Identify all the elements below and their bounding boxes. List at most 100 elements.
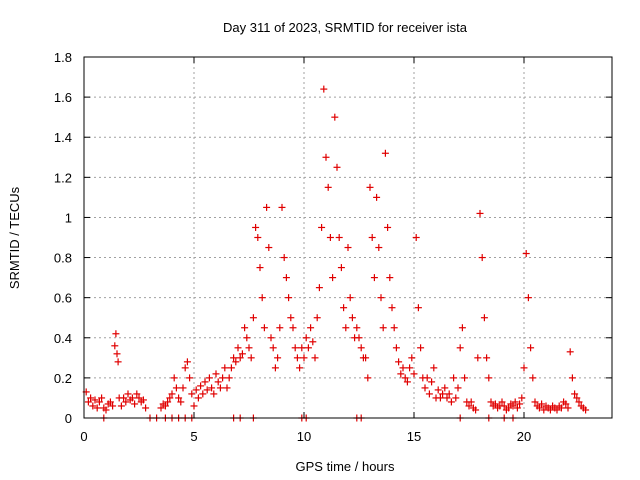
data-point xyxy=(102,406,110,414)
data-point xyxy=(177,398,185,406)
data-point xyxy=(564,404,572,412)
data-point xyxy=(480,314,488,322)
data-point xyxy=(238,350,246,358)
data-point xyxy=(428,378,436,386)
data-point xyxy=(256,264,264,272)
data-point xyxy=(271,364,279,372)
data-point xyxy=(370,274,378,282)
data-point xyxy=(353,324,361,332)
data-point xyxy=(524,294,532,302)
data-point xyxy=(331,113,339,121)
data-point xyxy=(278,203,286,211)
data-point xyxy=(263,203,271,211)
data-point xyxy=(357,344,365,352)
y-tick-label: 0 xyxy=(65,411,72,426)
data-point xyxy=(406,364,414,372)
data-point xyxy=(439,390,447,398)
data-point xyxy=(128,394,136,402)
data-point xyxy=(436,394,444,402)
data-point xyxy=(157,404,165,412)
data-point xyxy=(203,386,211,394)
data-point xyxy=(324,183,332,191)
data-point xyxy=(302,334,310,342)
data-point xyxy=(296,364,304,372)
y-tick-label: 1.6 xyxy=(54,90,72,105)
data-point xyxy=(98,394,106,402)
x-tick-label: 0 xyxy=(80,429,87,444)
data-point xyxy=(401,374,409,382)
data-point xyxy=(408,354,416,362)
data-point xyxy=(381,149,389,157)
data-point xyxy=(472,406,480,414)
data-point xyxy=(93,404,101,412)
data-point xyxy=(208,384,216,392)
data-point xyxy=(219,374,227,382)
data-point xyxy=(247,354,255,362)
data-point xyxy=(458,324,466,332)
data-point xyxy=(355,334,363,342)
data-point xyxy=(491,400,499,408)
data-point xyxy=(454,384,462,392)
data-point xyxy=(287,314,295,322)
data-point xyxy=(285,294,293,302)
data-point xyxy=(403,378,411,386)
y-tick-label: 1.2 xyxy=(54,170,72,185)
data-point xyxy=(252,223,260,231)
y-tick-label: 1.8 xyxy=(54,50,72,65)
data-point xyxy=(236,354,244,362)
data-point xyxy=(322,153,330,161)
data-point xyxy=(395,358,403,366)
data-point xyxy=(142,404,150,412)
data-point xyxy=(135,394,143,402)
data-point xyxy=(414,304,422,312)
x-tick-label: 5 xyxy=(190,429,197,444)
data-point xyxy=(390,324,398,332)
data-point xyxy=(172,384,180,392)
data-point xyxy=(368,234,376,241)
data-point xyxy=(269,344,277,352)
data-point xyxy=(498,398,506,406)
data-point xyxy=(282,274,290,282)
data-point xyxy=(267,334,275,342)
data-point xyxy=(113,350,121,358)
data-point xyxy=(500,402,508,410)
data-point xyxy=(315,284,323,292)
data-point xyxy=(540,406,548,414)
data-point xyxy=(516,400,524,408)
data-point xyxy=(298,344,306,352)
data-point xyxy=(384,223,392,231)
y-axis-label: SRMTID / TECUs xyxy=(7,186,22,289)
data-point xyxy=(412,234,420,241)
data-point xyxy=(476,209,484,217)
data-point xyxy=(487,398,495,406)
data-point xyxy=(340,304,348,312)
data-point xyxy=(131,400,139,408)
data-point xyxy=(112,330,120,338)
data-point xyxy=(274,354,282,362)
data-point xyxy=(538,400,546,408)
data-point xyxy=(582,406,590,414)
data-point xyxy=(260,324,268,332)
data-point xyxy=(461,374,469,382)
data-point xyxy=(175,394,183,402)
data-point xyxy=(304,344,312,352)
data-point xyxy=(190,402,198,410)
data-point xyxy=(139,396,147,404)
y-tick-label: 1.4 xyxy=(54,130,72,145)
data-point xyxy=(344,244,352,252)
data-point xyxy=(197,382,205,390)
data-point xyxy=(531,398,539,406)
data-point xyxy=(133,390,141,398)
data-point xyxy=(346,294,354,302)
data-point xyxy=(311,354,319,362)
data-point xyxy=(124,390,132,398)
data-point xyxy=(300,354,308,362)
data-point xyxy=(205,374,213,382)
data-point xyxy=(230,354,238,362)
data-point xyxy=(170,374,178,382)
x-axis-label: GPS time / hours xyxy=(296,459,395,474)
data-point xyxy=(111,342,119,350)
data-point xyxy=(84,398,92,406)
data-point xyxy=(410,370,418,378)
data-point xyxy=(164,398,172,406)
